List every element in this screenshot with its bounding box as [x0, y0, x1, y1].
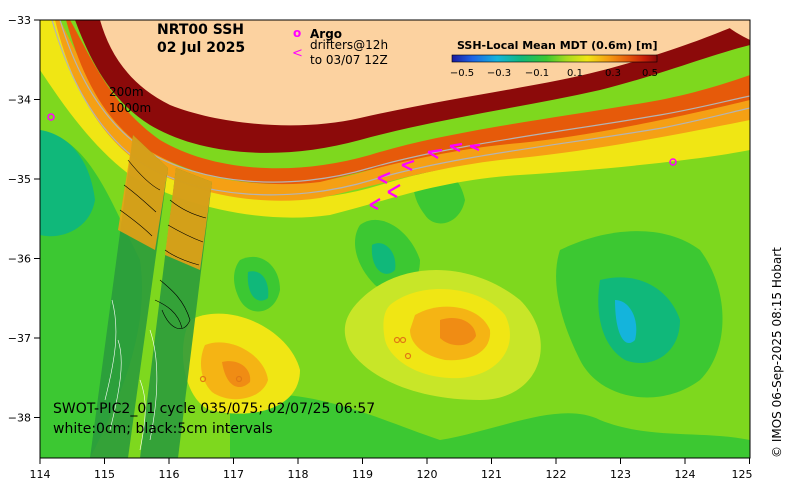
- swot-contours-black: [119, 159, 207, 329]
- x-tick-label: 116: [159, 468, 180, 481]
- land-australia-east: [720, 20, 750, 40]
- map-area: [40, 20, 750, 458]
- y-tick-label: −37: [8, 332, 31, 345]
- leeuwin-current-band: [40, 20, 750, 218]
- y-axis: [34, 19, 40, 418]
- argo-float: [399, 336, 407, 344]
- ssh-low-east-min: [615, 300, 637, 344]
- colorbar-tick-label: −0.1: [525, 68, 549, 79]
- argo-float: [235, 375, 243, 383]
- y-tick-label: −36: [8, 253, 31, 266]
- argo-legend-label: Argo: [310, 27, 342, 41]
- map-title-product: NRT00 SSH: [157, 22, 244, 38]
- y-tick-labels: −33 −34 −35 −36 −37 −38: [8, 14, 31, 425]
- argo-float: [404, 352, 412, 360]
- x-tick-label: 114: [30, 468, 51, 481]
- swot-swath-west-coastal: [118, 135, 168, 250]
- x-tick-label: 118: [288, 468, 309, 481]
- x-tick-label: 124: [675, 468, 696, 481]
- colorbar-tick-label: 0.5: [642, 68, 658, 79]
- ssh-low-west-core: [40, 130, 95, 237]
- ssh-low-center-core: [371, 243, 396, 274]
- swot-swath-east-coastal: [165, 168, 212, 270]
- colorbar-tick-label: 0.3: [605, 68, 621, 79]
- x-tick-label: 119: [352, 468, 373, 481]
- argo-legend-symbol: o: [293, 26, 301, 40]
- ssh-high-southwest-core: [222, 361, 251, 388]
- colorbar-ticks: −0.5 −0.3 −0.1 0.1 0.3 0.5: [450, 68, 658, 79]
- imos-credit: © IMOS 06-Sep-2025 08:15 Hobart: [770, 247, 784, 458]
- x-axis: [39, 458, 750, 464]
- y-tick-label: −35: [8, 173, 31, 186]
- ssh-high-center-core: [440, 317, 476, 346]
- isobath-label-200m: 200m: [109, 85, 144, 99]
- y-tick-label: −34: [8, 94, 31, 107]
- ssh-low-east-core: [598, 277, 680, 364]
- ssh-low-west-eddy-core: [247, 271, 269, 301]
- colorbar-title: SSH-Local Mean MDT (0.6m) [m]: [457, 39, 657, 52]
- y-tick-label: −33: [8, 14, 31, 27]
- argo-float: [669, 158, 677, 166]
- argo-float: [199, 375, 207, 383]
- drifter-tracks: [369, 142, 481, 210]
- isobath-label-1000m: 1000m: [109, 101, 151, 115]
- isobath-200m: [59, 20, 750, 183]
- land-australia: [100, 20, 750, 126]
- map-frame: [39, 19, 751, 459]
- argo-float: [393, 336, 401, 344]
- x-tick-label: 123: [610, 468, 631, 481]
- map-title-date: 02 Jul 2025: [157, 40, 245, 56]
- colorbar-gradient: [451, 54, 658, 63]
- x-tick-label: 115: [94, 468, 115, 481]
- colorbar-tick-label: −0.5: [450, 68, 474, 79]
- y-tick-label: −38: [8, 412, 31, 425]
- argo-float: [47, 113, 55, 121]
- x-tick-label: 121: [481, 468, 502, 481]
- x-tick-label: 122: [546, 468, 567, 481]
- x-tick-label: 120: [417, 468, 438, 481]
- drifter-legend-label-line2: to 03/07 12Z: [310, 53, 388, 67]
- swot-pass-info: SWOT-PIC2_01 cycle 035/075; 02/07/25 06:…: [53, 401, 375, 417]
- swot-contour-info: white:0cm; black:5cm intervals: [53, 421, 273, 437]
- colorbar-tick-label: −0.3: [487, 68, 511, 79]
- leeuwin-current-inner: [66, 20, 750, 185]
- isobath-1000m: [51, 20, 750, 196]
- x-tick-label: 117: [223, 468, 244, 481]
- ssh-low-south: [230, 394, 750, 458]
- drifter-legend-label-line1: drifters@12h: [310, 38, 388, 52]
- drifter-legend-symbol: <: [292, 46, 303, 61]
- x-tick-label: 125: [732, 468, 753, 481]
- colorbar-tick-label: 0.1: [567, 68, 583, 79]
- x-tick-labels: 114 115 116 117 118 119 120 121 122 123 …: [30, 468, 753, 481]
- swot-contours-white: [104, 299, 158, 451]
